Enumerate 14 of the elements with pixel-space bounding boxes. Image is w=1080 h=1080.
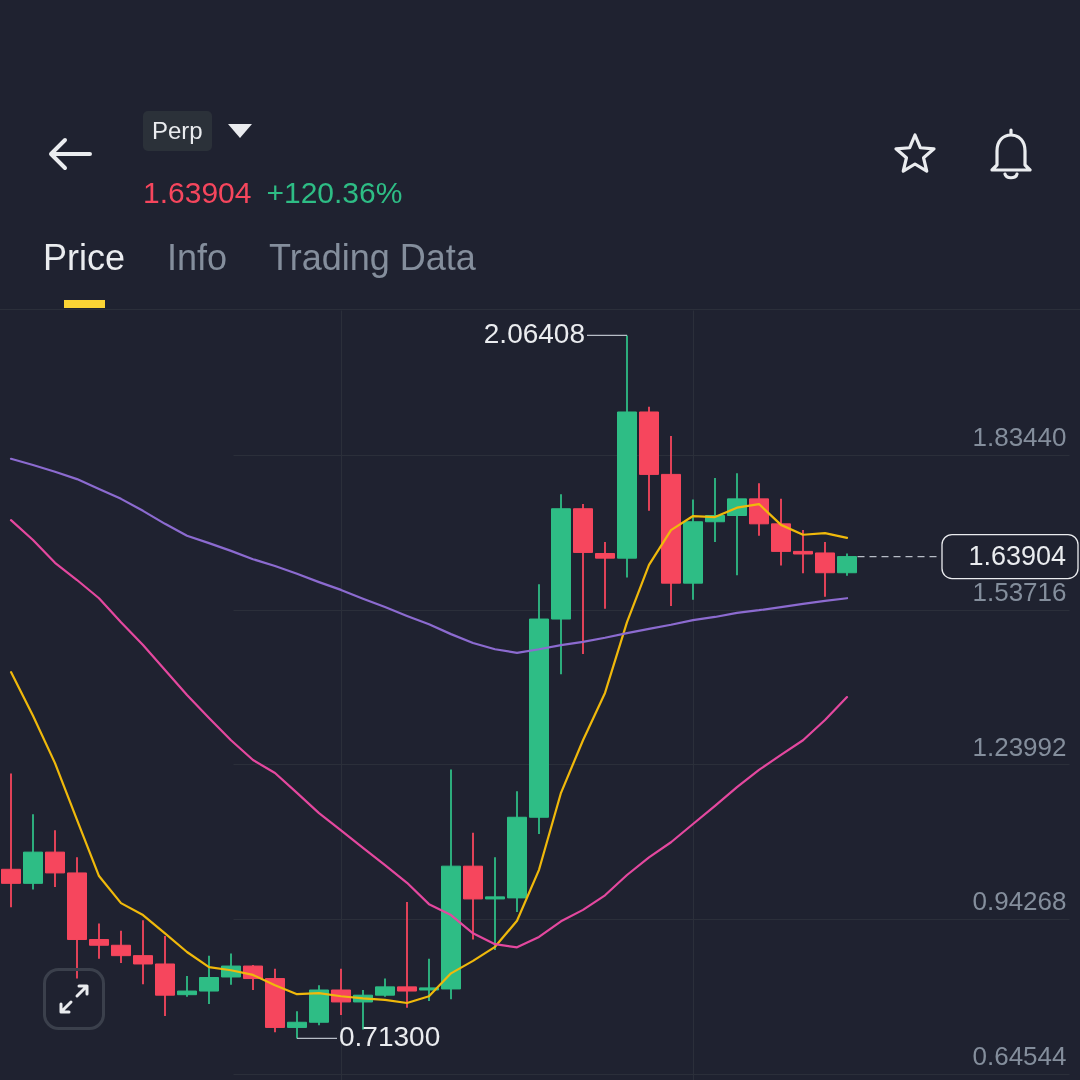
y-tick-label: 0.94268 [972,886,1067,917]
text: Perp [143,111,212,151]
y-tick-label: 1.23992 [972,731,1067,762]
annotation: 2.06408 [483,318,585,350]
annotation: 0.71300 [339,1021,441,1053]
text: Info [167,236,228,280]
text: Trading Data [269,236,476,280]
y-tick-label: 1.83440 [972,422,1067,453]
text: Price [43,236,126,280]
ref-line-label: 1.63904 [968,540,1066,571]
y-tick-label: 0.64544 [972,1041,1067,1072]
y-tick-label: 1.53716 [972,577,1067,608]
text: +120.36% [266,175,403,211]
text: 1.63904 [143,175,252,211]
